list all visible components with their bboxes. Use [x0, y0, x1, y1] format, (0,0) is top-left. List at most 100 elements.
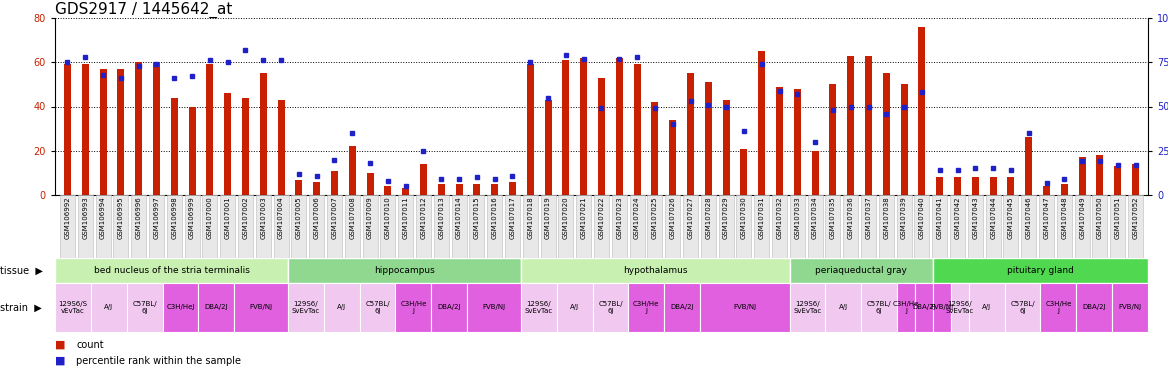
Bar — [288, 258, 521, 283]
Bar — [669, 120, 676, 195]
Bar — [758, 51, 765, 195]
FancyBboxPatch shape — [843, 195, 858, 258]
Text: DBA/2J: DBA/2J — [438, 305, 461, 311]
Bar — [633, 65, 641, 195]
FancyBboxPatch shape — [1057, 195, 1072, 258]
Bar — [1077, 283, 1112, 332]
FancyBboxPatch shape — [185, 195, 200, 258]
Text: C3H/He
J: C3H/He J — [633, 301, 660, 314]
Text: GSM107030: GSM107030 — [741, 196, 746, 239]
Text: A/J: A/J — [982, 305, 992, 311]
Bar — [1114, 166, 1121, 195]
Bar — [1132, 164, 1139, 195]
Text: C3H/He
J: C3H/He J — [1045, 301, 1071, 314]
Text: GSM107034: GSM107034 — [812, 196, 818, 239]
Text: GSM107032: GSM107032 — [777, 196, 783, 239]
Text: percentile rank within the sample: percentile rank within the sample — [76, 356, 241, 366]
Text: GSM107027: GSM107027 — [688, 196, 694, 239]
FancyBboxPatch shape — [202, 195, 217, 258]
Text: FVB/NJ: FVB/NJ — [250, 305, 272, 311]
Bar — [544, 100, 551, 195]
Bar — [288, 283, 324, 332]
FancyBboxPatch shape — [1128, 195, 1143, 258]
Text: GSM107015: GSM107015 — [474, 196, 480, 239]
Text: GSM107006: GSM107006 — [314, 196, 320, 239]
Text: GSM107017: GSM107017 — [509, 196, 515, 239]
FancyBboxPatch shape — [238, 195, 253, 258]
Text: ■: ■ — [55, 340, 65, 350]
FancyBboxPatch shape — [523, 195, 537, 258]
Bar — [1061, 184, 1068, 195]
FancyBboxPatch shape — [1040, 195, 1054, 258]
Bar — [242, 98, 249, 195]
Text: GSM107028: GSM107028 — [705, 196, 711, 239]
Text: GSM107013: GSM107013 — [438, 196, 444, 239]
Bar — [665, 283, 700, 332]
Text: GSM107035: GSM107035 — [830, 196, 836, 239]
Text: DBA/2J: DBA/2J — [1083, 305, 1106, 311]
FancyBboxPatch shape — [398, 195, 413, 258]
Text: GSM107045: GSM107045 — [1008, 196, 1014, 239]
FancyBboxPatch shape — [701, 195, 716, 258]
FancyBboxPatch shape — [78, 195, 92, 258]
Text: GSM107040: GSM107040 — [919, 196, 925, 239]
Text: GSM107001: GSM107001 — [224, 196, 230, 239]
Bar — [826, 283, 861, 332]
FancyBboxPatch shape — [755, 195, 770, 258]
FancyBboxPatch shape — [612, 195, 627, 258]
Text: C3H/He
J: C3H/He J — [892, 301, 919, 314]
Text: GSM107019: GSM107019 — [545, 196, 551, 239]
FancyBboxPatch shape — [950, 195, 965, 258]
FancyBboxPatch shape — [576, 195, 591, 258]
FancyBboxPatch shape — [718, 195, 734, 258]
Text: GSM107041: GSM107041 — [937, 196, 943, 239]
FancyBboxPatch shape — [790, 195, 805, 258]
Bar — [117, 69, 125, 195]
Bar — [207, 65, 214, 195]
Bar — [1041, 283, 1077, 332]
FancyBboxPatch shape — [96, 195, 111, 258]
Bar — [1097, 155, 1104, 195]
Bar — [527, 65, 534, 195]
Bar — [82, 65, 89, 195]
Bar — [776, 86, 783, 195]
Bar — [234, 283, 288, 332]
Text: GSM107052: GSM107052 — [1133, 196, 1139, 239]
Bar — [1004, 283, 1041, 332]
Text: count: count — [76, 340, 104, 350]
Text: GSM107039: GSM107039 — [902, 196, 908, 239]
Text: DBA/2J: DBA/2J — [204, 305, 228, 311]
Bar — [367, 173, 374, 195]
Bar — [438, 184, 445, 195]
Bar — [313, 182, 320, 195]
Text: GSM107042: GSM107042 — [954, 196, 960, 239]
Bar — [937, 177, 944, 195]
Bar — [933, 283, 951, 332]
Bar — [396, 283, 431, 332]
Text: A/J: A/J — [104, 305, 113, 311]
Text: GSM107016: GSM107016 — [492, 196, 498, 239]
Bar — [467, 283, 521, 332]
FancyBboxPatch shape — [878, 195, 894, 258]
Text: GSM107044: GSM107044 — [990, 196, 996, 239]
Bar — [188, 106, 195, 195]
Bar — [420, 164, 427, 195]
Bar — [521, 258, 790, 283]
Bar — [55, 258, 288, 283]
Text: pituitary gland: pituitary gland — [1007, 266, 1073, 275]
Text: tissue  ▶: tissue ▶ — [0, 265, 43, 275]
Text: GSM107008: GSM107008 — [349, 196, 355, 239]
FancyBboxPatch shape — [986, 195, 1001, 258]
Bar — [901, 84, 908, 195]
Bar — [360, 283, 396, 332]
Bar — [616, 58, 623, 195]
FancyBboxPatch shape — [1003, 195, 1018, 258]
Text: DBA/2J: DBA/2J — [912, 305, 936, 311]
Text: 129S6/
SvEvTac: 129S6/ SvEvTac — [946, 301, 974, 314]
Text: GDS2917 / 1445642_at: GDS2917 / 1445642_at — [55, 2, 232, 18]
Bar — [55, 283, 91, 332]
Text: GSM106999: GSM106999 — [189, 196, 195, 239]
Bar — [402, 189, 409, 195]
Bar — [171, 98, 178, 195]
Text: GSM107012: GSM107012 — [420, 196, 426, 239]
